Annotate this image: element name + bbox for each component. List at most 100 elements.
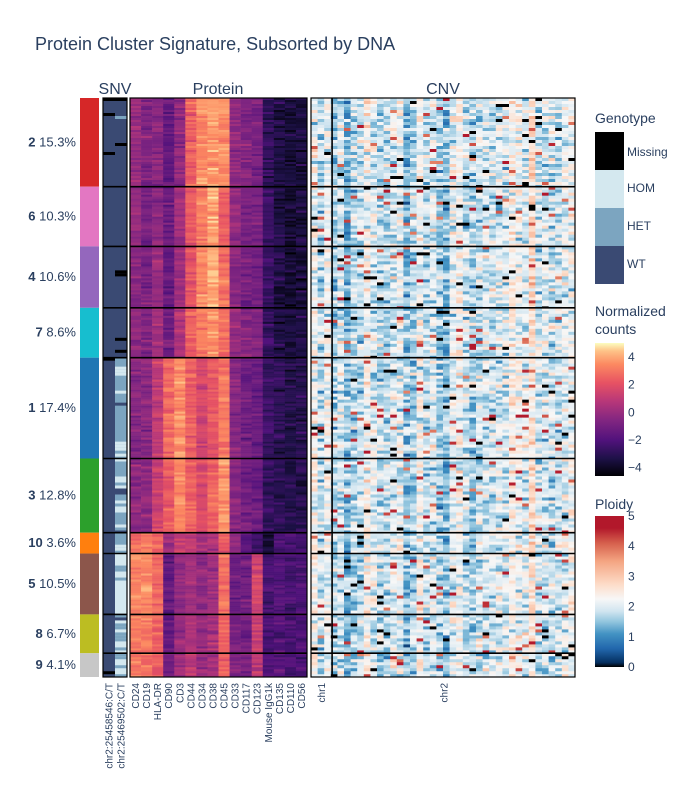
protein-cell (240, 449, 252, 452)
protein-cell (185, 496, 197, 499)
protein-cell (295, 611, 308, 614)
protein-cell (240, 292, 252, 295)
protein-cell (262, 224, 275, 227)
cnv-cell (515, 104, 523, 108)
protein-cell (240, 343, 252, 347)
cnv-cell (443, 98, 450, 102)
cnv-cell (317, 107, 325, 111)
protein-cell (130, 470, 142, 473)
protein-cell (284, 496, 297, 499)
protein-cell (295, 186, 308, 189)
protein-cell (218, 427, 230, 430)
protein-cell (152, 357, 164, 360)
protein-cell (273, 411, 286, 414)
protein-cell (174, 136, 186, 139)
snv-block-2-1 (115, 98, 127, 187)
protein-cell (262, 504, 275, 507)
protein-cell (130, 611, 142, 614)
protein-cell (295, 542, 308, 545)
protein-cell (207, 476, 219, 479)
protein-cell (218, 292, 230, 295)
protein-cell (207, 571, 219, 574)
protein-cell (196, 202, 208, 205)
protein-cell (262, 166, 275, 169)
protein-cell (152, 431, 164, 434)
protein-cell (174, 557, 186, 560)
protein-cell (152, 286, 164, 289)
protein-cell (251, 659, 264, 662)
protein-cell (174, 657, 186, 660)
protein-cell (295, 230, 308, 233)
protein-cell (284, 470, 297, 473)
cnv-cell (561, 98, 569, 102)
protein-cell (273, 630, 286, 633)
protein-cell (152, 663, 164, 666)
snv-cell (115, 369, 127, 373)
protein-cell (174, 468, 186, 471)
protein-cell (218, 413, 230, 416)
protein-cell (218, 516, 230, 519)
protein-cell (174, 138, 186, 141)
protein-cell (207, 427, 219, 430)
protein-cell (196, 122, 208, 125)
protein-cell (130, 671, 142, 674)
protein-cell (163, 286, 175, 289)
protein-cell (152, 500, 164, 503)
protein-cell (174, 118, 186, 121)
protein-cell (240, 595, 252, 598)
protein-cell (262, 180, 275, 183)
protein-cell (273, 589, 286, 592)
protein-cell (163, 496, 175, 499)
protein-cell (295, 132, 308, 135)
protein-cell (229, 184, 241, 187)
protein-cell (218, 319, 230, 323)
protein-cell (240, 661, 252, 664)
protein-cell (229, 653, 241, 656)
protein-cell (295, 142, 308, 145)
protein-cell (152, 393, 164, 396)
protein-cell (240, 347, 252, 351)
protein-cell (152, 591, 164, 594)
protein-cell (196, 464, 208, 467)
protein-cell (152, 260, 164, 263)
cluster-pct-3: 12.8% (36, 488, 77, 503)
protein-cell (196, 298, 208, 301)
protein-cell (240, 655, 252, 658)
protein-cell (295, 559, 308, 562)
protein-cell (262, 599, 275, 602)
protein-cell (141, 671, 153, 674)
protein-cell (163, 311, 175, 315)
protein-cell (141, 433, 153, 436)
protein-cell (207, 156, 219, 159)
protein-cell (295, 266, 308, 269)
protein-cell (295, 630, 308, 633)
protein-cell (174, 496, 186, 499)
protein-cell (218, 567, 230, 570)
protein-cell (185, 514, 197, 517)
protein-cell (218, 411, 230, 414)
protein-cell (207, 488, 219, 491)
protein-cell (273, 597, 286, 600)
protein-cell (196, 246, 208, 249)
protein-cell (273, 381, 286, 384)
protein-cell (163, 363, 175, 366)
protein-cell (185, 409, 197, 412)
protein-cell (174, 208, 186, 211)
protein-cell (240, 270, 252, 273)
protein-cell (262, 262, 275, 265)
protein-cell (207, 516, 219, 519)
protein-cell (262, 160, 275, 163)
protein-cell (163, 626, 175, 629)
protein-cell (240, 603, 252, 606)
protein-cell (218, 365, 230, 368)
protein-cell (218, 100, 230, 103)
protein-cell (284, 532, 297, 535)
protein-cell (196, 609, 208, 612)
protein-cell (207, 138, 219, 141)
protein-cell (295, 375, 308, 378)
protein-cell (273, 158, 286, 161)
protein-cell (218, 325, 230, 329)
protein-cell (284, 671, 297, 674)
protein-cell (262, 371, 275, 374)
protein-cell (130, 238, 142, 241)
